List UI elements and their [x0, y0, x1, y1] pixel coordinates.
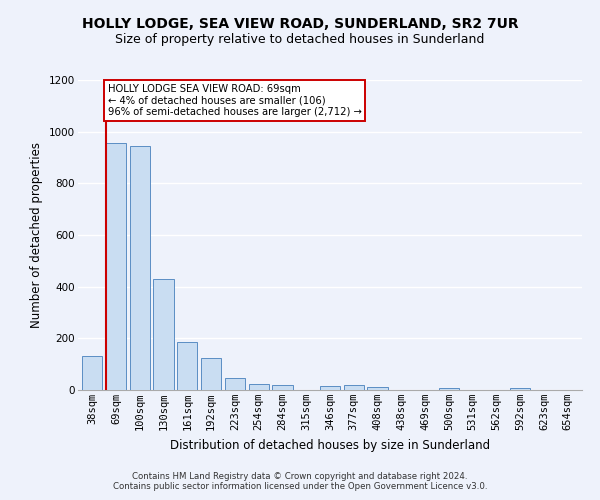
Text: HOLLY LODGE SEA VIEW ROAD: 69sqm
← 4% of detached houses are smaller (106)
96% o: HOLLY LODGE SEA VIEW ROAD: 69sqm ← 4% of…	[108, 84, 362, 117]
Y-axis label: Number of detached properties: Number of detached properties	[31, 142, 43, 328]
Text: Contains public sector information licensed under the Open Government Licence v3: Contains public sector information licen…	[113, 482, 487, 491]
Bar	[225, 378, 245, 390]
Bar	[177, 342, 197, 390]
Bar	[82, 356, 103, 390]
Bar	[320, 386, 340, 390]
Bar	[106, 144, 126, 390]
Text: Size of property relative to detached houses in Sunderland: Size of property relative to detached ho…	[115, 32, 485, 46]
Bar	[272, 385, 293, 390]
Bar	[344, 386, 364, 390]
Bar	[201, 358, 221, 390]
Bar	[510, 388, 530, 390]
Bar	[248, 384, 269, 390]
Bar	[367, 388, 388, 390]
Bar	[439, 388, 459, 390]
X-axis label: Distribution of detached houses by size in Sunderland: Distribution of detached houses by size …	[170, 438, 490, 452]
Bar	[130, 146, 150, 390]
Text: HOLLY LODGE, SEA VIEW ROAD, SUNDERLAND, SR2 7UR: HOLLY LODGE, SEA VIEW ROAD, SUNDERLAND, …	[82, 18, 518, 32]
Bar	[154, 279, 173, 390]
Text: Contains HM Land Registry data © Crown copyright and database right 2024.: Contains HM Land Registry data © Crown c…	[132, 472, 468, 481]
